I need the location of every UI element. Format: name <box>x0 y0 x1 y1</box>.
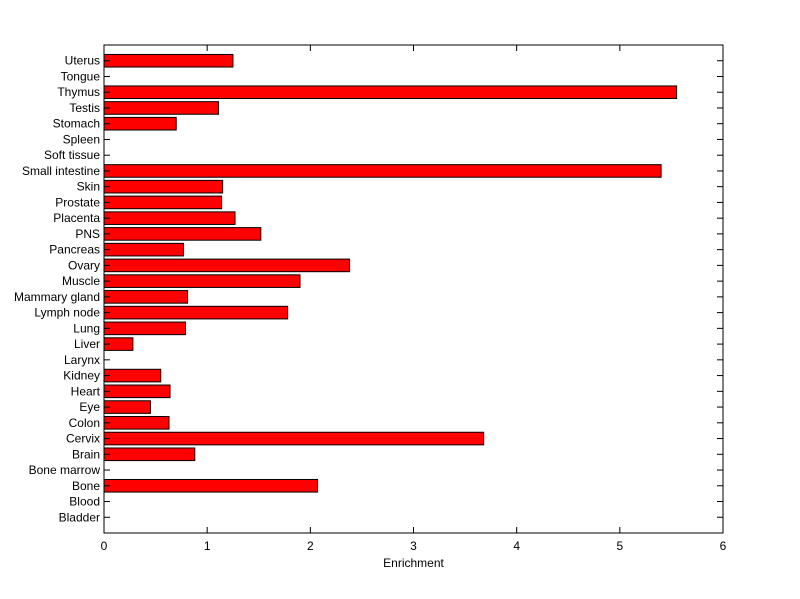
y-tick-label-pancreas: Pancreas <box>49 243 100 257</box>
y-tick-label-lung: Lung <box>73 321 100 335</box>
y-tick-label-pns: PNS <box>75 227 100 241</box>
y-tick-label-tongue: Tongue <box>61 69 101 83</box>
y-tick-label-muscle: Muscle <box>62 274 100 288</box>
bar-lung <box>103 321 187 336</box>
bar-bone <box>103 478 319 493</box>
y-tick-label-soft-tissue: Soft tissue <box>44 148 100 162</box>
bar-cervix <box>103 431 485 446</box>
y-tick-label-testis: Testis <box>69 101 100 115</box>
y-tick-label-eye: Eye <box>79 400 100 414</box>
y-tick-label-brain: Brain <box>72 447 100 461</box>
bar-colon <box>103 416 170 430</box>
bar-stomach <box>103 116 177 131</box>
y-tick-label-small-intestine: Small intestine <box>22 164 100 178</box>
y-tick-label-prostate: Prostate <box>55 195 100 209</box>
bars-group <box>103 53 678 493</box>
bar-testis <box>103 101 220 115</box>
bar-thymus <box>103 85 678 100</box>
bar-prostate <box>103 195 223 210</box>
y-tick-label-ovary: Ovary <box>68 258 100 272</box>
y-tick-label-mammary-gland: Mammary gland <box>14 290 100 304</box>
y-tick-label-spleen: Spleen <box>63 132 100 146</box>
x-tick-label: 1 <box>204 539 211 553</box>
bar-muscle <box>103 274 301 288</box>
bar-pancreas <box>103 242 184 257</box>
bar-small-intestine <box>103 164 662 178</box>
x-tick-label: 5 <box>616 539 623 553</box>
y-tick-label-larynx: Larynx <box>64 353 100 367</box>
y-tick-label-bone-marrow: Bone marrow <box>29 463 101 477</box>
bar-pns <box>103 227 262 241</box>
bar-mammary-gland <box>103 290 189 304</box>
y-tick-label-bone: Bone <box>72 479 100 493</box>
x-axis-label: Enrichment <box>383 556 444 570</box>
y-tick-label-lymph-node: Lymph node <box>34 306 100 320</box>
x-tick-label: 6 <box>720 539 727 553</box>
y-tick-label-cervix: Cervix <box>66 432 100 446</box>
bar-placenta <box>103 211 236 225</box>
bar-eye <box>103 400 151 414</box>
y-tick-label-uterus: Uterus <box>65 54 100 68</box>
bar-skin <box>103 179 224 194</box>
plot-frame <box>103 44 724 534</box>
x-tick-label: 4 <box>513 539 520 553</box>
y-tick-label-placenta: Placenta <box>53 211 100 225</box>
x-tick-label: 2 <box>307 539 314 553</box>
y-tick-label-bladder: Bladder <box>59 510 100 524</box>
x-tick-label: 3 <box>410 539 417 553</box>
bar-ovary <box>103 258 351 273</box>
y-tick-label-blood: Blood <box>69 495 100 509</box>
y-tick-label-colon: Colon <box>69 416 100 430</box>
x-tick-label: 0 <box>101 539 108 553</box>
bar-lymph-node <box>103 305 289 320</box>
bar-heart <box>103 384 171 399</box>
x-axis-ticks: 0 1 2 3 4 5 6 <box>101 45 727 553</box>
y-tick-label-thymus: Thymus <box>57 85 100 99</box>
bar-uterus <box>103 53 234 68</box>
y-tick-label-liver: Liver <box>74 337 100 351</box>
y-tick-label-stomach: Stomach <box>53 117 100 131</box>
y-tick-label-skin: Skin <box>77 180 100 194</box>
y-tick-label-heart: Heart <box>71 384 101 398</box>
y-tick-label-kidney: Kidney <box>63 369 100 383</box>
bar-brain <box>103 447 196 462</box>
bar-kidney <box>103 368 162 383</box>
